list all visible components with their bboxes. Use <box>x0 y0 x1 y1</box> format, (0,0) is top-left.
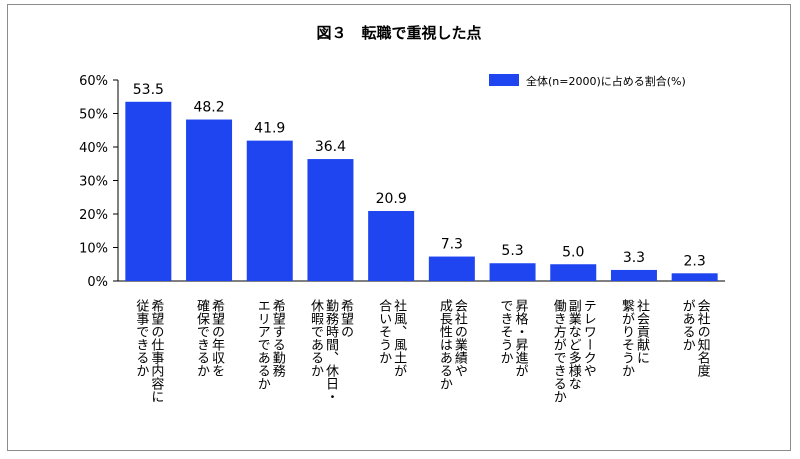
y-tick-label: 40% <box>79 141 108 156</box>
value-label: 5.3 <box>501 243 523 259</box>
category-label: 合いそうか <box>376 299 392 364</box>
category-label: 社会貢献に <box>634 298 650 364</box>
category-label: できそうか <box>498 299 513 364</box>
category-label: 昇格・昇進が <box>513 299 529 377</box>
bar <box>610 269 657 281</box>
bar <box>125 101 172 282</box>
bar <box>428 256 475 281</box>
category-label: エリアであるか <box>255 299 270 390</box>
y-tick-label: 50% <box>79 108 108 123</box>
value-label: 41.9 <box>254 121 285 137</box>
bar <box>186 119 233 281</box>
value-label: 5.0 <box>562 244 584 260</box>
bar <box>368 210 415 281</box>
category-label: 勤務時間、休日・ <box>323 299 339 403</box>
bar <box>489 263 536 281</box>
category-label: 従事できるか <box>133 299 149 377</box>
bar <box>671 273 718 281</box>
bar <box>246 140 293 281</box>
value-label: 3.3 <box>623 250 645 266</box>
category-label: 休暇であるか <box>308 299 324 377</box>
bars <box>125 101 718 282</box>
bar-chart: 図３ 転職で重視した点 全体(n=2000)に占める割合(%) 0% 10% 20%… <box>79 24 725 403</box>
y-tick-label: 60% <box>79 74 108 89</box>
category-label: 働き方ができるか <box>551 299 567 403</box>
category-label: 希望の <box>338 299 354 338</box>
category-label: 希望の仕事内容に <box>148 299 164 403</box>
category-label: 副業など多様な <box>566 299 582 390</box>
category-label: 社風、風土が <box>391 298 407 377</box>
y-tick-label: 30% <box>79 175 108 190</box>
y-tick-label: 20% <box>79 208 108 223</box>
category-label: 会社の知名度 <box>695 299 711 377</box>
chart-title: 図３ 転職で重視した点 <box>316 24 481 42</box>
value-label: 48.2 <box>193 100 224 116</box>
value-label: 7.3 <box>441 237 463 253</box>
value-label: 2.3 <box>684 253 706 269</box>
legend: 全体(n=2000)に占める割合(%) <box>489 74 686 88</box>
category-label: 会社の業績や <box>452 299 468 377</box>
y-tick-label: 0% <box>87 275 108 290</box>
category-label: 希望の年収を <box>209 299 225 377</box>
category-label: があるか <box>680 299 696 351</box>
category-label: 希望する勤務 <box>270 299 286 378</box>
category-label: 繋がりそうか <box>619 298 635 377</box>
value-label: 36.4 <box>315 139 346 155</box>
legend-swatch <box>489 74 519 86</box>
value-labels: 53.5 48.2 41.9 36.4 20.9 7.3 5.3 5.0 3.3 2.3 <box>133 82 706 270</box>
y-tick-label: 10% <box>79 242 108 257</box>
legend-label: 全体(n=2000)に占める割合(%) <box>526 74 686 88</box>
category-label: 確保できるか <box>194 298 210 377</box>
bar <box>307 159 354 281</box>
value-label: 53.5 <box>133 82 164 98</box>
bar <box>550 264 597 281</box>
category-label: テレワークや <box>581 299 597 377</box>
value-label: 20.9 <box>376 191 407 207</box>
chart-frame: 図３ 転職で重視した点 全体(n=2000)に占める割合(%) 0% 10% 20%… <box>7 4 791 451</box>
category-label: 成長性はあるか <box>437 299 453 390</box>
